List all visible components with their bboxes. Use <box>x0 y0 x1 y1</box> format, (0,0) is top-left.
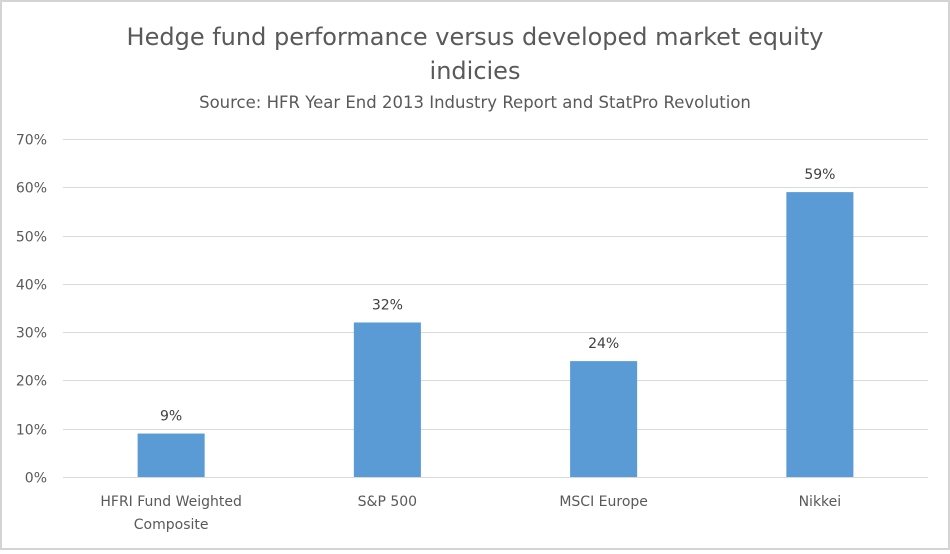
y-tick-label: 30% <box>16 326 47 342</box>
bar <box>786 192 854 477</box>
data-label: 32% <box>372 297 403 313</box>
y-tick-label: 0% <box>25 471 47 487</box>
y-tick-label: 10% <box>16 423 47 439</box>
data-label: 9% <box>160 409 182 425</box>
bar <box>570 361 638 477</box>
bar <box>353 322 421 477</box>
y-tick-label: 60% <box>16 181 47 197</box>
bar <box>137 433 205 477</box>
x-category-label: HFRI Fund Weighted <box>100 494 242 510</box>
gridlines <box>63 139 928 478</box>
x-category-label: Nikkei <box>799 494 842 510</box>
y-tick-label: 20% <box>16 374 47 390</box>
bars <box>137 192 854 477</box>
chart-title-line-1: Hedge fund performance versus developed … <box>127 23 824 51</box>
y-tick-label: 40% <box>16 278 47 294</box>
y-tick-label: 50% <box>16 230 47 246</box>
data-label: 24% <box>588 336 619 352</box>
x-category-label: S&P 500 <box>358 494 417 510</box>
data-labels: 9% 32% 24% 59% <box>160 167 835 424</box>
y-axis: 0% 10% 20% 30% 40% 50% 60% 70% <box>16 133 47 487</box>
x-axis: HFRI Fund Weighted Composite S&P 500 MSCI E… <box>100 494 841 533</box>
x-category-label: Composite <box>134 517 209 533</box>
chart-subtitle: Source: HFR Year End 2013 Industry Repor… <box>199 93 751 112</box>
data-label: 59% <box>804 167 835 183</box>
chart-title-line-2: indicies <box>430 57 521 85</box>
x-category-label: MSCI Europe <box>559 494 648 510</box>
y-tick-label: 70% <box>16 133 47 149</box>
